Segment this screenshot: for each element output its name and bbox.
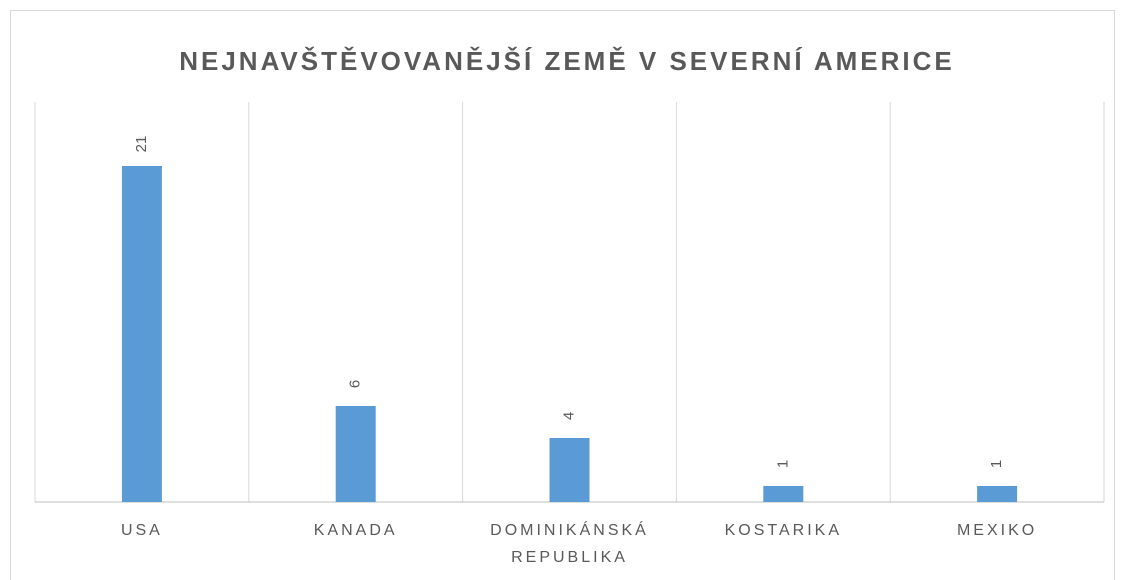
- data-label: 4: [560, 412, 577, 420]
- chart-border: [10, 10, 1115, 580]
- bar: [549, 438, 590, 502]
- x-tick-label: KOSTARIKA: [724, 522, 842, 539]
- x-tick-label: KANADA: [313, 522, 398, 539]
- data-label: 1: [774, 460, 791, 468]
- data-label: 21: [133, 136, 150, 153]
- chart-title: NEJNAVŠTĚVOVANĚJŠÍ ZEMĚ V SEVERNÍ AMERIC…: [179, 46, 955, 76]
- x-tick-label: DOMINIKÁNSKÁ REPUBLIKA: [490, 522, 649, 566]
- bar: [977, 486, 1018, 502]
- x-tick-label: USA: [120, 522, 163, 539]
- data-label: 1: [988, 460, 1005, 468]
- bar: [335, 406, 376, 502]
- bar: [121, 166, 162, 502]
- bar: [763, 486, 804, 502]
- x-tick-label: MEXIKO: [956, 522, 1038, 539]
- data-label: 6: [347, 380, 364, 388]
